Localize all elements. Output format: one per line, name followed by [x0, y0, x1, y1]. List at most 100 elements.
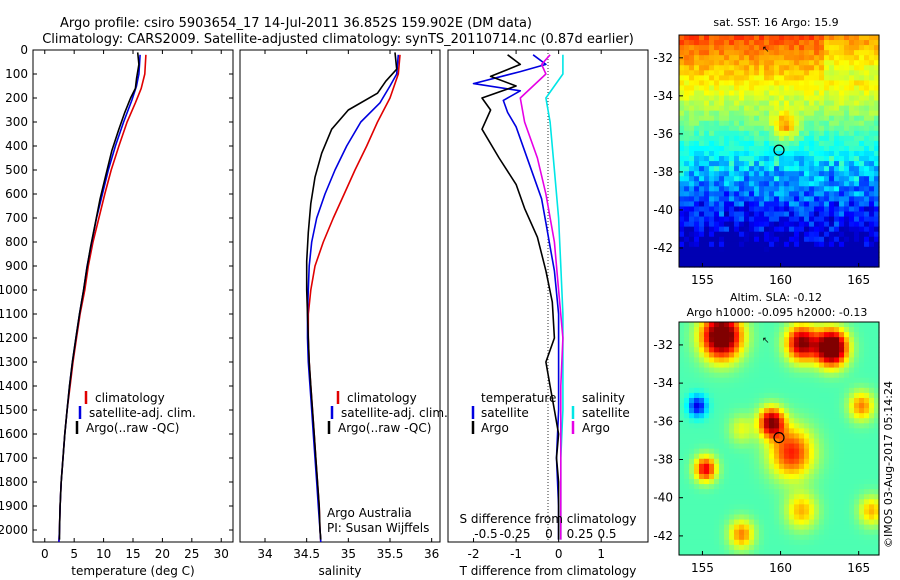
map-cell: [854, 130, 860, 137]
map-cell: [809, 443, 815, 450]
map-cell: [689, 463, 695, 470]
map-cell: [734, 105, 740, 112]
map-cell: [719, 489, 725, 495]
map-cell: [759, 544, 765, 551]
map-cell: [689, 70, 695, 76]
lat-tick-label: -42: [653, 241, 673, 255]
map-cell: [789, 397, 795, 404]
map-cell: [799, 539, 805, 546]
map-cell: [829, 408, 835, 414]
map-cell: [729, 499, 735, 505]
map-cell: [859, 377, 865, 384]
map-cell: [794, 45, 800, 51]
map-cell: [744, 120, 750, 127]
map-cell: [839, 392, 845, 399]
map-cell: [789, 161, 795, 167]
map-cell: [769, 221, 775, 228]
map-cell: [759, 55, 765, 61]
map-cell: [864, 130, 870, 137]
map-cell: [829, 489, 835, 495]
map-cell: [834, 80, 840, 87]
map-cell: [694, 85, 700, 92]
map-cell: [864, 55, 870, 61]
map-cell: [724, 231, 730, 238]
map-cell: [804, 35, 810, 41]
map-cell: [824, 135, 830, 142]
map-cell: [694, 403, 700, 409]
map-cell: [869, 75, 875, 81]
map-cell: [694, 70, 700, 76]
map-cell: [799, 403, 805, 409]
map-cell: [784, 463, 790, 470]
map-cell: [794, 181, 800, 187]
map-cell: [774, 120, 780, 127]
map-cell: [709, 499, 715, 505]
map-cell: [849, 367, 855, 374]
map-cell: [749, 499, 755, 505]
map-cell: [764, 115, 770, 122]
map-cell: [749, 367, 755, 374]
map-cell: [679, 261, 685, 268]
map-cell: [684, 367, 690, 374]
map-cell: [789, 206, 795, 213]
map-cell: [699, 110, 705, 117]
map-cell: [834, 211, 840, 218]
map-cell: [769, 443, 775, 450]
map-cell: [789, 468, 795, 475]
map-cell: [854, 156, 860, 162]
map-cell: [689, 448, 695, 455]
map-cell: [814, 176, 820, 182]
salinity-xticks: 34 34.5 35 35.5 36: [257, 50, 439, 561]
map-cell: [679, 357, 685, 364]
map-cell: [799, 181, 805, 187]
map-cell: [869, 140, 875, 147]
map-cell: [859, 403, 865, 409]
map-cell: [814, 135, 820, 142]
map-cell: [694, 206, 700, 213]
map-cell: [749, 236, 755, 243]
map-cell: [739, 45, 745, 51]
map-cell: [854, 524, 860, 531]
map-cell: [819, 413, 825, 419]
map-cell: [869, 489, 875, 495]
map-cell: [729, 463, 735, 470]
map-cell: [824, 211, 830, 218]
map-cell: [684, 468, 690, 475]
map-cell: [844, 85, 850, 92]
map-cell: [714, 418, 720, 424]
map-cell: [844, 151, 850, 157]
map-cell: [769, 50, 775, 56]
map-cell: [789, 519, 795, 526]
map-cell: [874, 519, 880, 526]
map-cell: [769, 357, 775, 364]
map-cell: [804, 145, 810, 152]
map-cell: [759, 171, 765, 177]
map-cell: [809, 90, 815, 97]
map-cell: [699, 382, 705, 389]
map-cell: [779, 156, 785, 162]
map-cell: [719, 221, 725, 228]
map-cell: [834, 70, 840, 76]
map-cell: [769, 105, 775, 112]
map-cell: [704, 504, 710, 511]
map-cell: [824, 151, 830, 157]
map-cell: [794, 544, 800, 551]
map-cell: [694, 211, 700, 218]
map-cell: [754, 463, 760, 470]
map-cell: [839, 453, 845, 460]
map-cell: [849, 347, 855, 353]
difference-series: [472, 54, 564, 540]
map-cell: [819, 50, 825, 56]
map-cell: [804, 105, 810, 112]
map-cell: [769, 484, 775, 490]
map-cell: [709, 80, 715, 87]
map-cell: [819, 423, 825, 429]
map-cell: [744, 519, 750, 526]
map-cell: [704, 342, 710, 348]
map-cell: [694, 372, 700, 379]
map-cell: [684, 499, 690, 505]
map-cell: [739, 494, 745, 500]
map-cell: [774, 484, 780, 490]
map-cell: [769, 231, 775, 238]
map-cell: [859, 201, 865, 208]
